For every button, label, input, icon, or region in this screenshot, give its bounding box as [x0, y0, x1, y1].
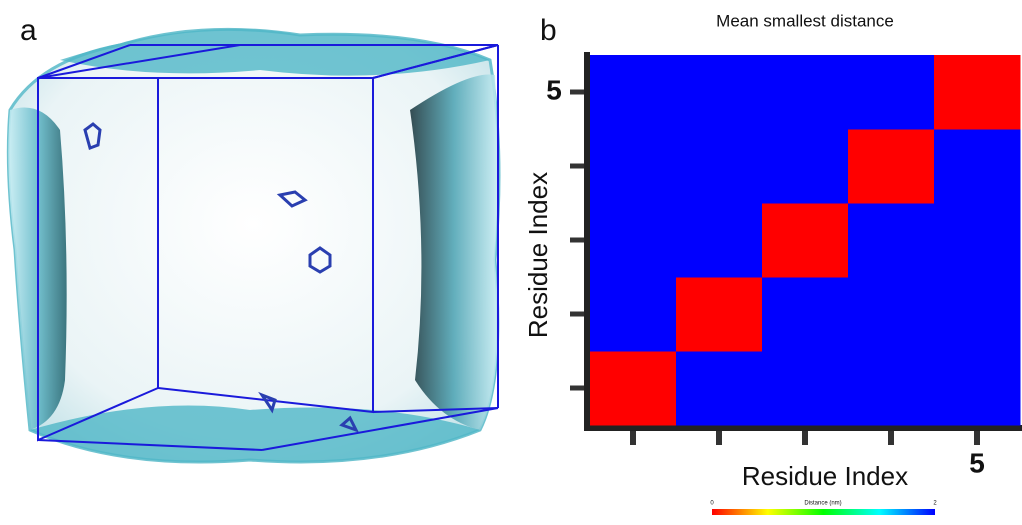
heatmap-cell — [934, 55, 1021, 130]
heatmap-cell — [762, 55, 849, 130]
heatmap-cell — [762, 351, 849, 426]
heatmap-cell — [848, 277, 935, 352]
heatmap-cell — [934, 277, 1021, 352]
figure: a b Mean smallest distance Residue Index… — [0, 0, 1022, 525]
heatmap-cell — [934, 351, 1021, 426]
y-tick — [570, 238, 584, 243]
heatmap-cell — [848, 203, 935, 278]
panel-label: b — [540, 14, 557, 47]
heatmap-cell — [590, 55, 677, 130]
colorbar-label: Distance (nm) — [804, 501, 841, 507]
x-tick — [802, 431, 808, 445]
heatmap-cell — [590, 277, 677, 352]
x-tick — [888, 431, 894, 445]
heatmap-cell — [676, 203, 763, 278]
heatmap-cell — [848, 129, 935, 204]
heatmap-cell — [676, 277, 763, 352]
heatmap-cell — [676, 55, 763, 130]
heatmap-cell — [848, 55, 935, 130]
heatmap-cell — [848, 351, 935, 426]
y-tick — [570, 312, 584, 317]
simulation-box — [8, 29, 499, 462]
heatmap-cell — [590, 203, 677, 278]
x-tick — [716, 431, 722, 445]
colorbar — [712, 509, 935, 515]
y-tick — [570, 90, 584, 95]
heatmap-cell — [934, 203, 1021, 278]
panel-label: a — [20, 14, 37, 47]
colorbar-tick-label: 2 — [933, 501, 937, 507]
y-tick — [570, 386, 584, 391]
heatmap-cell — [676, 351, 763, 426]
y-tick-label: 5 — [546, 74, 562, 105]
colorbar-tick-label: 0 — [710, 501, 714, 507]
heatmap-cell — [762, 277, 849, 352]
x-tick-label: 5 — [969, 447, 985, 478]
y-axis-title: Residue Index — [523, 172, 553, 338]
chart-title: Mean smallest distance — [716, 11, 894, 30]
heatmap-cell — [590, 351, 677, 426]
axis-line — [584, 52, 590, 430]
heatmap-cell — [676, 129, 763, 204]
heatmap-cell — [590, 129, 677, 204]
heatmap-cell — [762, 203, 849, 278]
axis-line — [584, 425, 1022, 431]
x-tick — [974, 431, 980, 445]
page: a b Mean smallest distance Residue Index… — [0, 0, 1022, 525]
x-tick — [630, 431, 636, 445]
y-tick — [570, 164, 584, 169]
x-axis-title: Residue Index — [742, 461, 908, 491]
heatmap-cell — [762, 129, 849, 204]
heatmap-cell — [934, 129, 1021, 204]
